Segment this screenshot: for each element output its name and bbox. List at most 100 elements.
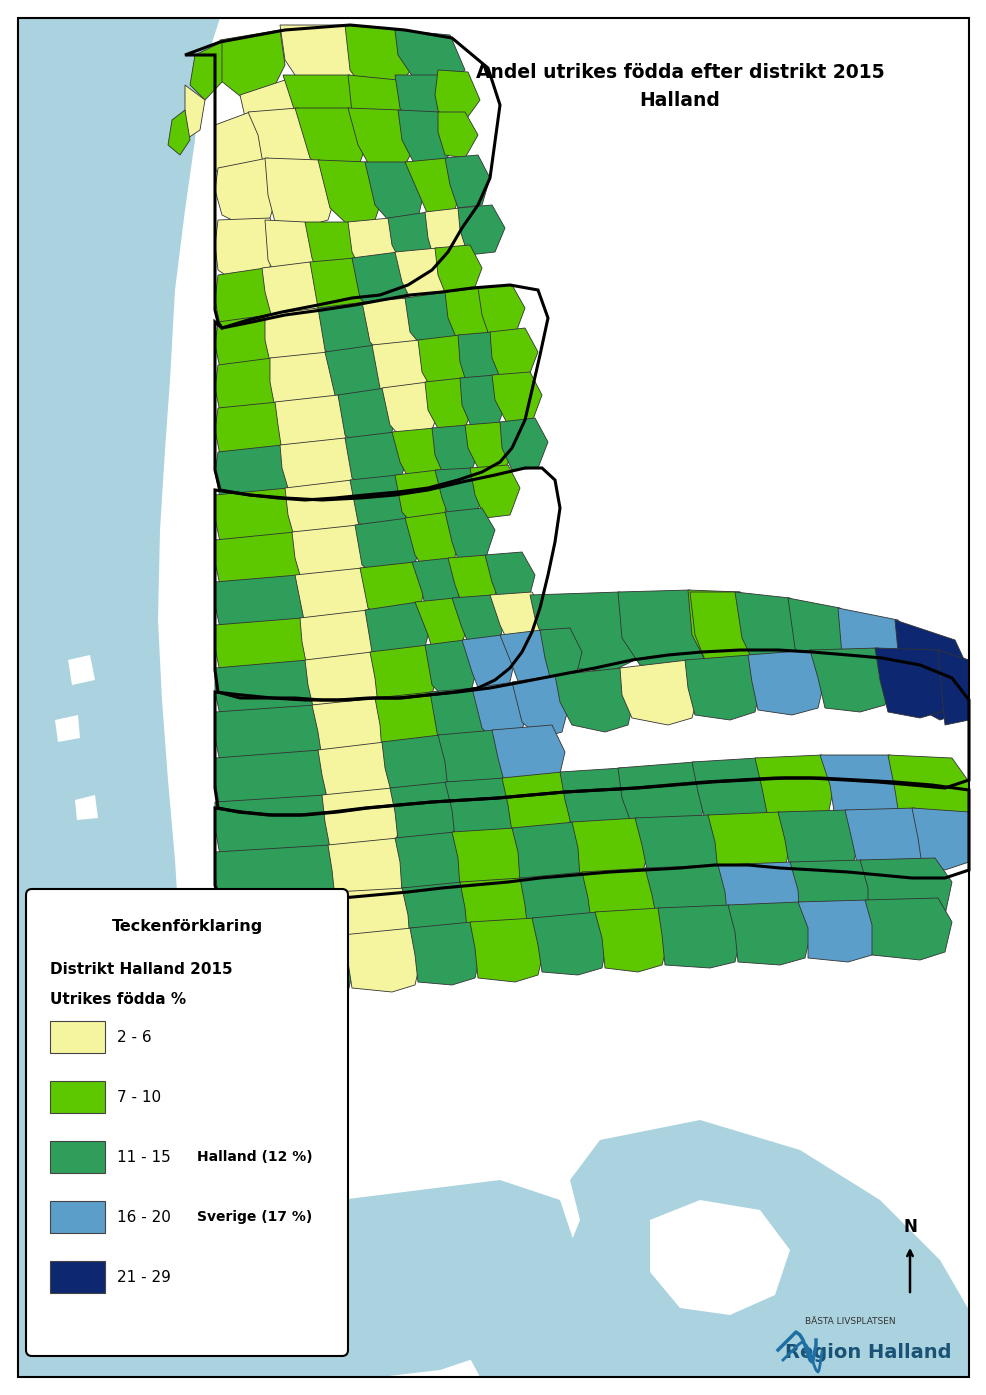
Polygon shape	[215, 795, 334, 862]
Polygon shape	[261, 262, 321, 328]
Polygon shape	[305, 651, 382, 718]
Polygon shape	[215, 751, 329, 815]
Polygon shape	[375, 692, 442, 757]
Polygon shape	[430, 688, 487, 752]
Polygon shape	[264, 308, 329, 370]
Polygon shape	[391, 428, 448, 485]
Text: 7 - 10: 7 - 10	[117, 1089, 161, 1105]
Polygon shape	[317, 301, 378, 365]
Polygon shape	[215, 660, 317, 725]
Polygon shape	[345, 25, 414, 95]
Polygon shape	[365, 162, 425, 222]
Polygon shape	[512, 822, 585, 884]
Polygon shape	[215, 158, 280, 227]
Polygon shape	[837, 608, 921, 700]
Polygon shape	[18, 1260, 399, 1377]
Bar	[50, 1261, 105, 1293]
Polygon shape	[190, 42, 222, 100]
Text: Halland (12 %): Halland (12 %)	[197, 1149, 313, 1163]
Polygon shape	[55, 716, 80, 742]
Polygon shape	[559, 769, 634, 831]
Polygon shape	[617, 590, 711, 670]
Text: Region Halland: Region Halland	[784, 1342, 951, 1362]
Polygon shape	[382, 382, 440, 442]
Text: 2 - 6: 2 - 6	[117, 1030, 152, 1045]
Polygon shape	[452, 829, 525, 891]
Polygon shape	[435, 246, 481, 300]
Polygon shape	[489, 328, 537, 382]
Polygon shape	[471, 682, 528, 745]
Text: Utrikes födda %: Utrikes födda %	[50, 992, 186, 1007]
Polygon shape	[215, 268, 278, 335]
Polygon shape	[789, 859, 875, 928]
Polygon shape	[317, 742, 394, 808]
FancyBboxPatch shape	[26, 889, 348, 1356]
Polygon shape	[459, 375, 508, 428]
Text: Distrikt Halland 2015: Distrikt Halland 2015	[50, 963, 233, 978]
Polygon shape	[650, 1200, 789, 1315]
Polygon shape	[215, 112, 270, 186]
Bar	[50, 1021, 105, 1053]
Polygon shape	[489, 591, 544, 650]
Polygon shape	[75, 795, 98, 820]
Polygon shape	[215, 488, 298, 552]
Polygon shape	[458, 205, 505, 255]
Polygon shape	[215, 618, 312, 682]
Text: 11 - 15: 11 - 15	[117, 1149, 171, 1165]
Polygon shape	[240, 80, 310, 151]
Polygon shape	[264, 220, 317, 285]
Polygon shape	[295, 107, 368, 174]
Polygon shape	[539, 628, 582, 685]
Polygon shape	[911, 808, 968, 870]
Polygon shape	[445, 155, 489, 208]
Polygon shape	[394, 31, 464, 91]
Polygon shape	[435, 70, 479, 126]
Polygon shape	[215, 218, 278, 285]
Bar	[50, 1201, 105, 1233]
Polygon shape	[245, 935, 355, 997]
Polygon shape	[215, 845, 339, 910]
Polygon shape	[283, 75, 365, 140]
Polygon shape	[859, 858, 951, 925]
Polygon shape	[502, 771, 575, 838]
Polygon shape	[445, 778, 518, 843]
Polygon shape	[401, 882, 471, 944]
Polygon shape	[445, 508, 495, 565]
Polygon shape	[394, 248, 452, 308]
Polygon shape	[452, 596, 505, 651]
Polygon shape	[512, 675, 570, 738]
Polygon shape	[459, 1120, 968, 1377]
Polygon shape	[184, 85, 205, 140]
Polygon shape	[464, 423, 515, 472]
Polygon shape	[491, 725, 564, 790]
Polygon shape	[595, 908, 669, 972]
Polygon shape	[362, 299, 422, 359]
Polygon shape	[529, 591, 639, 672]
Polygon shape	[352, 252, 411, 315]
Polygon shape	[360, 562, 425, 622]
Polygon shape	[220, 31, 285, 100]
Polygon shape	[295, 568, 372, 628]
Polygon shape	[864, 898, 951, 960]
Polygon shape	[425, 378, 474, 432]
Polygon shape	[810, 649, 891, 711]
Polygon shape	[735, 591, 814, 679]
Polygon shape	[348, 107, 418, 170]
Polygon shape	[404, 158, 461, 215]
Bar	[50, 1081, 105, 1113]
Polygon shape	[350, 476, 409, 538]
Text: 21 - 29: 21 - 29	[117, 1269, 171, 1285]
Text: Sverige (17 %): Sverige (17 %)	[197, 1209, 312, 1223]
Polygon shape	[215, 531, 305, 596]
Polygon shape	[582, 868, 660, 932]
Polygon shape	[348, 75, 414, 138]
Polygon shape	[305, 222, 362, 285]
Polygon shape	[425, 208, 471, 262]
Polygon shape	[798, 900, 880, 963]
Polygon shape	[168, 110, 190, 155]
Polygon shape	[365, 603, 430, 665]
Polygon shape	[334, 889, 414, 951]
Polygon shape	[458, 332, 505, 388]
Polygon shape	[491, 372, 541, 425]
Polygon shape	[717, 862, 805, 928]
